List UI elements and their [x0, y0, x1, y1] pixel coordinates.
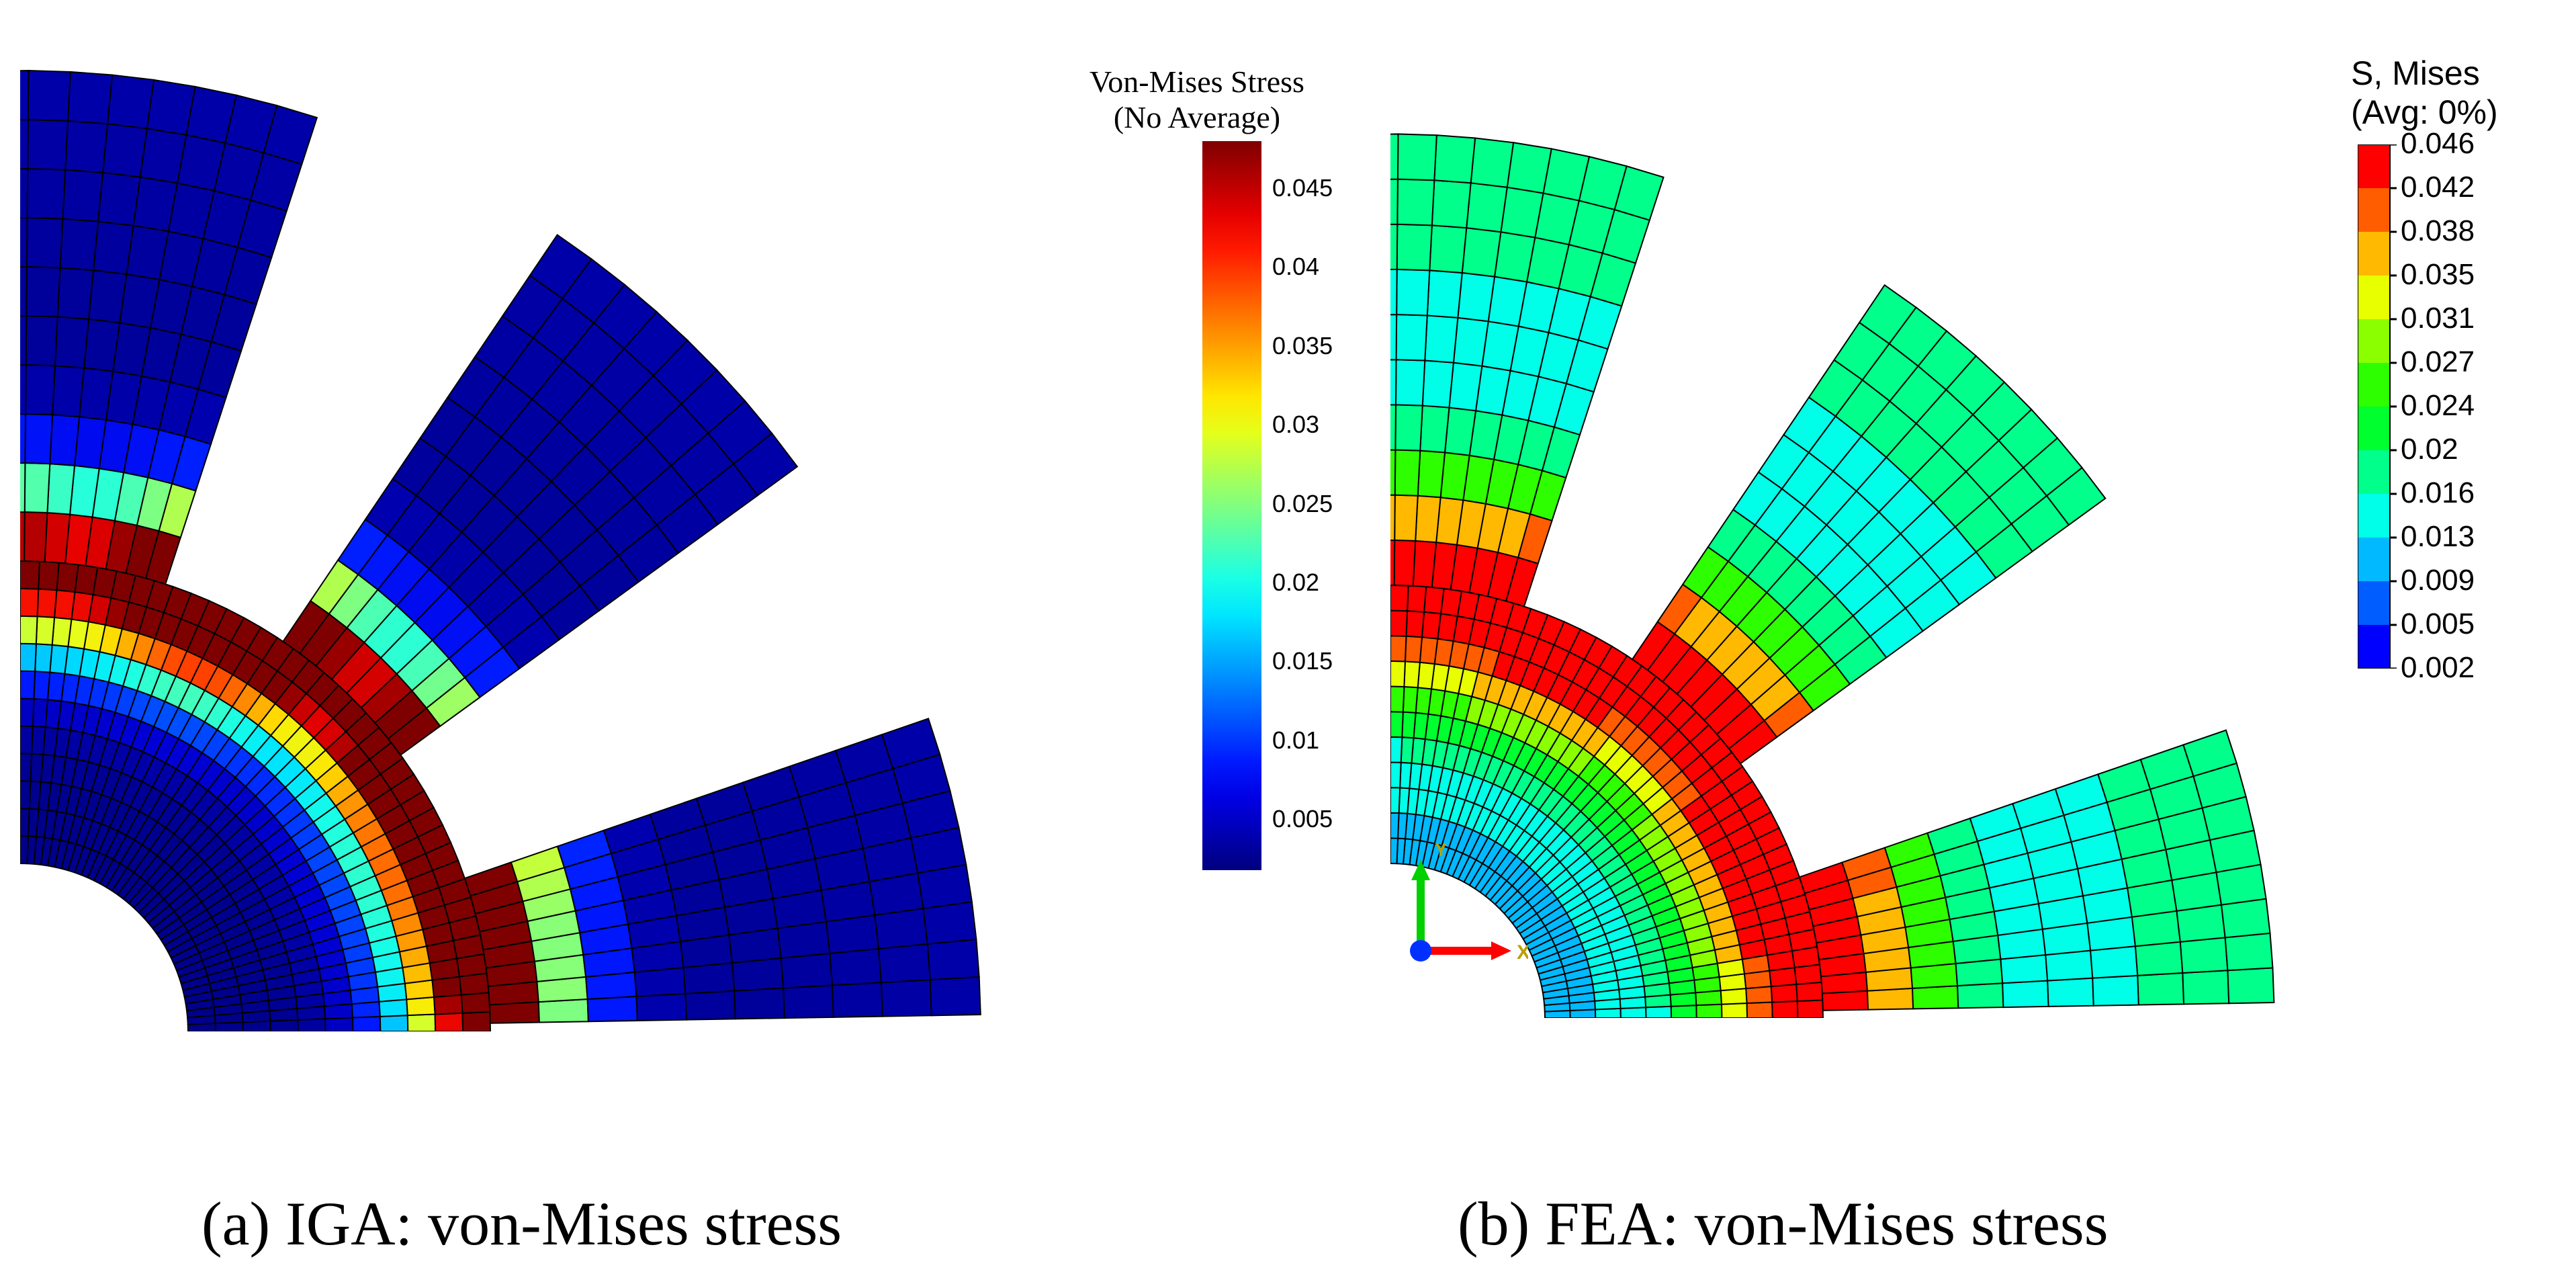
- coordinate-triad: XY: [1380, 843, 1528, 991]
- colorbar-tick: 0.03: [1272, 411, 1319, 439]
- colorbar-tick: 0.005: [2401, 607, 2475, 641]
- colorbar-tick: 0.031: [2401, 302, 2475, 335]
- colorbar-tick: 0.009: [2401, 564, 2475, 597]
- colorbar-tick: 0.024: [2401, 389, 2475, 423]
- colorbar-tick: 0.045: [1272, 174, 1333, 202]
- colorbar-tick: 0.027: [2401, 345, 2475, 379]
- colorbar-tick: 0.02: [2401, 433, 2458, 466]
- colorbar-tick: 0.015: [1272, 647, 1333, 675]
- colorbar-tick: 0.046: [2401, 127, 2475, 161]
- caption-iga: (a) IGA: von-Mises stress: [202, 1188, 842, 1259]
- colorbar-tick: 0.013: [2401, 520, 2475, 554]
- colorbar-tick: 0.042: [2401, 171, 2475, 204]
- colorbar-tick: 0.035: [1272, 332, 1333, 360]
- colorbar-tick: 0.038: [2401, 214, 2475, 248]
- colorbar-tick: 0.02: [1272, 568, 1319, 597]
- panel-iga: Von-Mises Stress (No Average) 0.0450.040…: [20, 24, 1337, 1132]
- iga-colorbar-ticks: 0.045 0.04 0.035 0.03 0.025 0.02 0.015 0.01 0.00…: [20, 24, 1337, 1132]
- colorbar-tick: 0.025: [1272, 490, 1333, 518]
- panel-fea: S, Mises (Avg: 0%) 0.0460.0420.0380.0350…: [1390, 50, 2566, 1132]
- caption-fea: (b) FEA: von-Mises stress: [1458, 1188, 2108, 1259]
- svg-text:X: X: [1517, 941, 1528, 964]
- colorbar-tick: 0.035: [2401, 258, 2475, 292]
- svg-text:Y: Y: [1434, 843, 1448, 861]
- colorbar-tick: 0.002: [2401, 651, 2475, 685]
- colorbar-tick: 0.005: [1272, 805, 1333, 833]
- fea-colorbar-ticks: 0.046 0.042 0.038 0.035 0.031 0.027 0.024 0.02 0…: [1390, 50, 2566, 1132]
- colorbar-tick: 0.04: [1272, 253, 1319, 281]
- colorbar-tick: 0.016: [2401, 476, 2475, 510]
- figure-root: Von-Mises Stress (No Average) 0.0450.040…: [0, 0, 2576, 1276]
- colorbar-tick: 0.01: [1272, 726, 1319, 755]
